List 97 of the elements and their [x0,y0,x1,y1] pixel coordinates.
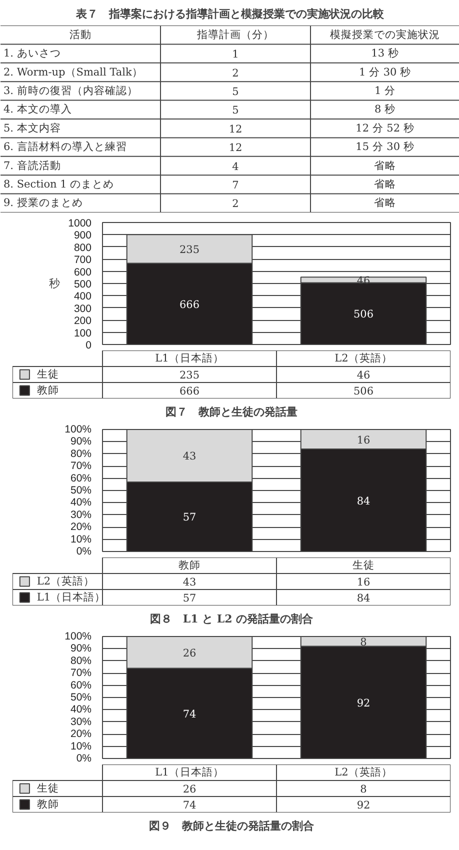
text: 7. 音読活動 [4,158,61,172]
y-tick-label: 80% [70,654,92,667]
data-label: 506 [353,386,374,398]
text: 12 [228,142,242,154]
annotation: 8 [360,636,367,648]
y-tick-label: 60% [70,679,92,692]
annotation: 84 [356,495,370,508]
y-tick-label: 0 [86,340,92,352]
y-tick-label: 30% [70,508,92,521]
legend-label: 生徒 [36,368,59,380]
data-label: 43 [182,576,196,588]
data-label: 16 [356,576,370,588]
data-label: 666 [179,386,200,398]
text: 8. Section 1 のまとめ [4,178,114,190]
y-tick-label: 60% [70,472,92,484]
annotation: 92 [356,697,370,710]
legend-label: 教師 [36,384,59,396]
y-tick-label: 1000 [68,218,92,230]
y-tick-label: 20% [70,728,92,740]
data-label: 235 [179,370,200,382]
y-tick-label: 100 [74,327,92,340]
text: 省略 [374,196,396,210]
y-tick-label: 40% [70,496,92,509]
text: 12 分 52 秒 [356,122,414,134]
text: 5 [232,86,239,98]
y-axis-title: 秒 [49,277,60,290]
y-tick-label: 700 [74,254,92,266]
text: 表７ 指導案における指導計画と模擬授業での実施状況の比較 [75,8,385,20]
y-tick-label: 200 [74,315,92,328]
text: 4 [232,160,240,173]
text: 1 分 [374,84,396,97]
data-label: 26 [182,784,196,796]
y-tick-label: 70% [70,667,92,680]
text: 15 分 30 秒 [356,141,414,154]
text: 9. 授業のまとめ [4,197,83,210]
text: 1 [232,48,239,61]
y-tick-label: 900 [74,230,92,242]
text: 模擬授業での実施状況 [330,28,440,41]
y-tick-label: 90% [70,642,92,655]
text: 指導計画（分） [196,28,274,41]
data-label: 57 [182,592,196,604]
y-tick-label: 0% [76,752,92,764]
text: 2 [232,67,239,80]
annotation: 43 [182,450,196,463]
text: 活動 [70,28,92,41]
text: 図７ 教師と生徒の発話量 [166,406,298,418]
y-tick-label: 30% [70,716,92,728]
text: 図９ 教師と生徒の発話量の割合 [149,820,315,832]
annotation: 74 [182,708,196,720]
legend-label: 教師 [36,798,59,810]
y-tick-label: 0% [76,546,92,558]
annotation: 16 [356,434,370,446]
text: 1 分 30 秒 [358,66,412,78]
y-tick-label: 10% [70,740,92,752]
text: 図８ L1 と L2 の発話量の割合 [150,612,314,626]
text: 1. あいさつ [4,48,61,60]
y-tick-label: 50% [70,692,92,704]
text: 8 秒 [374,104,396,116]
y-tick-label: 100% [64,630,92,642]
text: 13 秒 [371,48,399,60]
text: 4. 本文の導入 [4,102,72,116]
data-label: 92 [356,800,370,812]
text: 6. 言語材料の導入と練習 [4,140,127,154]
annotation: 235 [179,244,200,256]
y-tick-label: 800 [74,242,92,254]
y-tick-label: 70% [70,460,92,472]
y-tick-label: 500 [74,278,92,290]
annotation: 26 [182,647,196,660]
y-tick-label: 80% [70,448,92,460]
text: 2 [232,198,239,210]
text: 5 [232,104,239,117]
legend-label: 生徒 [36,782,59,794]
text: 7 [232,179,239,192]
data-label: 74 [182,800,196,812]
text: 12 [228,123,242,136]
y-tick-label: 20% [70,521,92,534]
data-label: 84 [356,592,370,604]
y-tick-label: 50% [70,484,92,496]
annotation: 506 [353,308,374,321]
text: 省略 [374,177,396,190]
y-tick-label: 600 [74,266,92,278]
y-tick-label: 10% [70,533,92,546]
y-tick-label: 90% [70,436,92,448]
text: 2. Worm-up（Small Talk） [4,66,143,78]
y-tick-label: 300 [74,302,92,315]
y-tick-label: 100% [64,424,92,436]
data-label: 46 [356,370,370,382]
text: 5. 本文内容 [4,121,61,134]
legend-label: L2（英語） [36,574,95,588]
text: 省略 [374,158,396,172]
y-tick-label: 400 [74,290,92,303]
data-label: 8 [360,784,367,796]
annotation: 666 [179,298,200,311]
legend-label: L1（日本語） [36,590,106,604]
text: 3. 前時の復習（内容確認） [4,84,138,97]
annotation: 57 [182,512,196,524]
y-tick-label: 40% [70,704,92,716]
